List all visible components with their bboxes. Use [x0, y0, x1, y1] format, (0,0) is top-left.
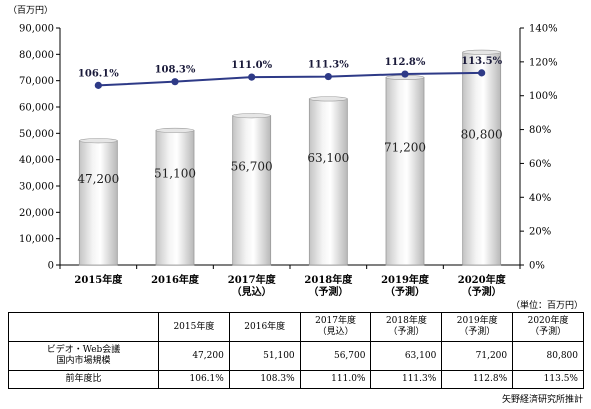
- bar-value-label: 51,100: [154, 167, 196, 181]
- bar-top: [462, 49, 501, 55]
- left-tick-label: 50,000: [19, 129, 54, 140]
- bar-value-label: 71,200: [384, 140, 426, 154]
- x-tick-label: 2015年度: [74, 273, 123, 286]
- bar: [155, 130, 195, 266]
- right-tick-label: 40%: [529, 193, 551, 204]
- bar: [308, 98, 348, 266]
- table-cell: 111.3%: [370, 370, 443, 389]
- growth-point: [94, 81, 102, 89]
- growth-value-label: 113.5%: [461, 56, 502, 67]
- left-tick-label: 30,000: [19, 182, 54, 193]
- data-labels: 47,200 51,100 56,700 63,100 71,200 80,800 106.…: [77, 56, 502, 186]
- table-cell: 63,100: [370, 341, 443, 371]
- left-tick-label: 40,000: [19, 155, 54, 166]
- table-row-header: 前年度比: [8, 370, 159, 389]
- growth-point: [324, 72, 332, 81]
- left-tick-label: 10,000: [19, 234, 54, 245]
- axes: 0 10,000 20,000 30,000 40,000 50,000 60,000 70,…: [19, 24, 558, 272]
- table-header-cell: 2018年度 （予測）: [370, 312, 443, 342]
- table-cell: 71,200: [441, 341, 514, 371]
- table-header-row: 2015年度 2016年度 2017年度 （見込） 2018年度 （予測） 2019年度 （予…: [8, 312, 584, 342]
- left-tick-label: 90,000: [19, 24, 54, 35]
- right-tick-label: 80%: [529, 125, 551, 136]
- left-tick-label: 70,000: [19, 76, 54, 87]
- growth-value-label: 111.0%: [231, 60, 272, 71]
- x-tick-label: （予測）: [462, 285, 502, 298]
- data-table: 2015年度 2016年度 2017年度 （見込） 2018年度 （予測） 2019年度 （予…: [8, 312, 584, 389]
- left-tick-label: 80,000: [19, 50, 54, 61]
- growth-point: [401, 70, 409, 78]
- table-cell: 108.3%: [228, 370, 301, 389]
- bar-value-label: 80,800: [461, 128, 503, 142]
- combo-chart: （百万円） 0 10,000 20,000 30,000 40,000 50,000 60,…: [8, 5, 558, 298]
- left-tick-label: 60,000: [19, 103, 54, 114]
- x-tick-label: 2016年度: [151, 273, 200, 286]
- bar-top: [155, 127, 195, 133]
- right-tick-label: 0%: [529, 261, 545, 272]
- x-tick-label: （予測）: [385, 285, 425, 298]
- bar: [78, 140, 118, 266]
- table-header-cell: 2015年度: [158, 312, 230, 342]
- table-row: ビデオ・Web会議 国内市場規模 47,200 51,100 56,700 63,100 7…: [8, 341, 584, 371]
- table-cell: 106.1%: [158, 370, 230, 389]
- x-tick-label: 2018年度: [304, 273, 353, 286]
- growth-point: [248, 73, 256, 81]
- bar-top: [309, 96, 348, 102]
- growth-line: [94, 69, 486, 89]
- table-row-header: ビデオ・Web会議 国内市場規模: [8, 341, 159, 371]
- right-tick-label: 60%: [529, 159, 551, 170]
- table-header-cell: 2016年度: [228, 312, 301, 342]
- x-tick-label: 2020年度: [458, 273, 507, 286]
- growth-value-label: 108.3%: [155, 65, 196, 76]
- right-tick-label: 120%: [529, 57, 558, 68]
- x-tick-labels: 2015年度 2016年度 2017年度（見込）2018年度（予測）2019年度（予…: [74, 273, 506, 298]
- table-cell: 113.5%: [512, 370, 584, 389]
- table-cell: 51,100: [228, 341, 301, 371]
- growth-value-label: 106.1%: [78, 68, 119, 79]
- bar: [232, 115, 272, 266]
- table-cell: 56,700: [299, 341, 372, 371]
- bar-top: [232, 113, 271, 119]
- table-corner-cell: [8, 312, 159, 342]
- bar-value-label: 63,100: [307, 151, 349, 165]
- bar-top: [79, 138, 118, 144]
- table-cell: 80,800: [512, 341, 584, 371]
- growth-point: [171, 78, 179, 86]
- left-tick-label: 20,000: [19, 208, 54, 219]
- left-axis-unit: （百万円）: [8, 5, 53, 16]
- table-row: 前年度比 106.1% 108.3% 111.0% 111.3% 112.8% 113.5%: [8, 370, 584, 389]
- left-tick-label: 0: [48, 261, 54, 272]
- bar-value-label: 47,200: [77, 172, 119, 186]
- source-note: 矢野経済研究所推計: [501, 395, 583, 405]
- right-tick-label: 140%: [529, 24, 558, 35]
- right-tick-label: 20%: [529, 227, 551, 238]
- bars: [78, 49, 502, 266]
- growth-point: [478, 69, 486, 77]
- table-cell: 47,200: [158, 341, 230, 371]
- x-tick-label: 2017年度: [228, 273, 277, 286]
- bar: [462, 51, 502, 266]
- table-unit-note: （単位：百万円）: [510, 301, 583, 311]
- x-tick-label: 2019年度: [381, 273, 430, 286]
- table-cell: 111.0%: [299, 370, 372, 389]
- right-tick-label: 100%: [529, 91, 558, 102]
- x-tick-label: （見込）: [232, 285, 272, 298]
- table-cell: 112.8%: [441, 370, 514, 389]
- growth-polyline: [98, 71, 482, 87]
- x-tick-label: （予測）: [308, 285, 348, 298]
- bar-value-label: 56,700: [231, 159, 273, 173]
- table-header-cell: 2019年度 （予測）: [441, 312, 514, 342]
- table-header-cell: 2020年度 （予測）: [512, 312, 584, 342]
- bar: [385, 77, 425, 266]
- growth-value-label: 112.8%: [385, 57, 426, 68]
- table-header-cell: 2017年度 （見込）: [299, 312, 372, 342]
- growth-value-label: 111.3%: [308, 60, 349, 71]
